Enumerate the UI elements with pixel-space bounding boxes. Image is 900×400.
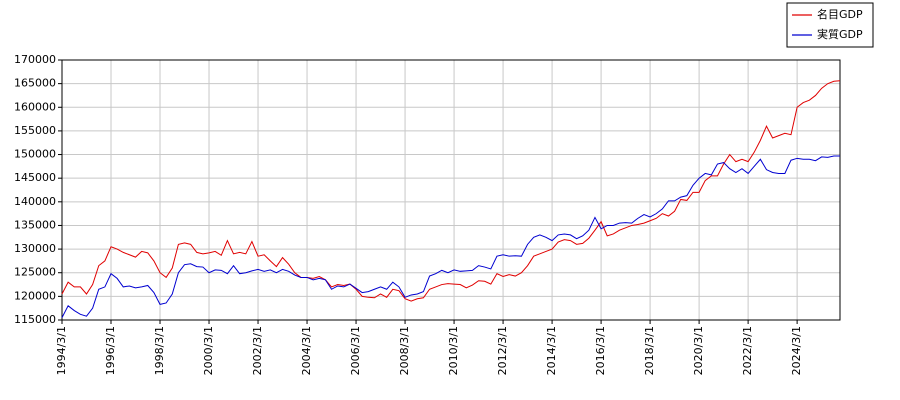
y-tick-label: 155000 bbox=[14, 124, 56, 137]
x-tick-label: 2014/3/1 bbox=[545, 326, 558, 375]
x-tick-label: 2006/3/1 bbox=[349, 326, 362, 375]
x-tick-label: 2020/3/1 bbox=[692, 326, 705, 375]
x-tick-label: 1996/3/1 bbox=[104, 326, 117, 375]
x-tick-label: 1994/3/1 bbox=[55, 326, 68, 375]
x-tick-label: 2004/3/1 bbox=[300, 326, 313, 375]
y-tick-label: 115000 bbox=[14, 313, 56, 326]
y-tick-label: 150000 bbox=[14, 148, 56, 161]
y-tick-label: 170000 bbox=[14, 53, 56, 66]
x-tick-label: 2018/3/1 bbox=[643, 326, 656, 375]
legend-box bbox=[786, 2, 874, 48]
x-tick-label: 2016/3/1 bbox=[594, 326, 607, 375]
legend-label: 実質GDP bbox=[817, 27, 863, 41]
plot-frame bbox=[61, 59, 841, 321]
x-tick-label: 2022/3/1 bbox=[741, 326, 754, 375]
y-tick-label: 140000 bbox=[14, 195, 56, 208]
x-tick-label: 2024/3/1 bbox=[790, 326, 803, 375]
y-tick-label: 145000 bbox=[14, 171, 56, 184]
x-tick-label: 2000/3/1 bbox=[202, 326, 215, 375]
y-tick-label: 130000 bbox=[14, 242, 56, 255]
y-tick-label: 160000 bbox=[14, 100, 56, 113]
y-tick-label: 165000 bbox=[14, 77, 56, 90]
x-tick-label: 2008/3/1 bbox=[398, 326, 411, 375]
legend-label: 名目GDP bbox=[817, 7, 863, 21]
x-tick-label: 2012/3/1 bbox=[496, 326, 509, 375]
x-tick-label: 2002/3/1 bbox=[251, 326, 264, 375]
y-tick-label: 120000 bbox=[14, 289, 56, 302]
x-tick-label: 2010/3/1 bbox=[447, 326, 460, 375]
series-line bbox=[61, 155, 840, 318]
x-tick-label: 1998/3/1 bbox=[153, 326, 166, 375]
series-line bbox=[61, 80, 841, 302]
y-tick-label: 125000 bbox=[14, 266, 56, 279]
y-tick-label: 135000 bbox=[14, 218, 56, 231]
